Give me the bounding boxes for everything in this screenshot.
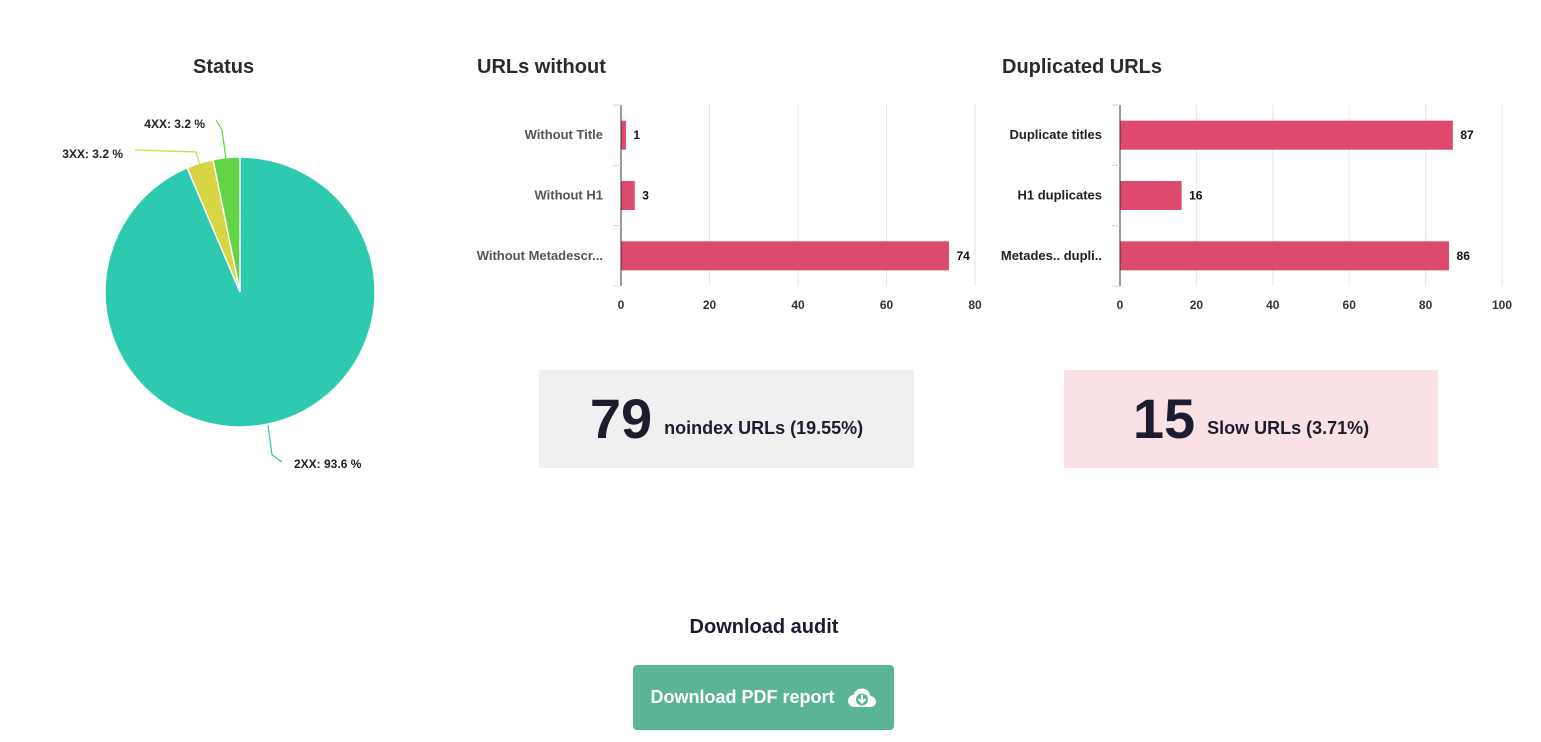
- slow-urls-stat-card: 15 Slow URLs (3.71%): [1064, 370, 1438, 468]
- bar1-data-label-1: 3: [642, 189, 649, 203]
- bar1-data-label-0: 1: [633, 128, 640, 142]
- bar1-tick-label-3: 60: [880, 298, 894, 312]
- bar2-bar-2: [1120, 241, 1450, 271]
- bar1-category-label-0: Without Title: [525, 127, 603, 142]
- bar2-bar-1: [1120, 181, 1182, 210]
- pie-label-connector-0: [267, 424, 283, 463]
- noindex-count: 79: [589, 387, 653, 450]
- bar2-category-label-2: Metades.. dupli..: [1001, 248, 1102, 263]
- pie-slice-2: [212, 156, 241, 293]
- bar1-tick-label-0: 0: [618, 298, 625, 312]
- bar2-tick-label-1: 20: [1190, 298, 1204, 312]
- slow-urls-count: 15: [1132, 387, 1196, 450]
- download-audit-heading: Download audit: [689, 616, 839, 638]
- bar1-bar-0: [621, 120, 626, 150]
- pie-label-connector-2: [215, 119, 227, 160]
- urls-without-chart-title: URLs without: [477, 56, 606, 78]
- bar2-data-label-2: 86: [1457, 249, 1471, 263]
- bar1-data-label-2: 74: [956, 249, 970, 263]
- bar2-category-label-1: H1 duplicates: [1017, 188, 1102, 203]
- bar2-bar-0: [1120, 120, 1453, 150]
- bar1-tick-label-2: 40: [791, 298, 805, 312]
- noindex-label: noindex URLs (19.55%): [664, 417, 864, 438]
- duplicated-urls-chart-title: Duplicated URLs: [1002, 56, 1163, 78]
- pie-label-connector-1: [134, 149, 201, 167]
- bar1-category-label-1: Without H1: [535, 188, 603, 203]
- bar2-data-label-1: 16: [1189, 189, 1203, 203]
- bar1-tick-label-4: 80: [968, 298, 982, 312]
- status-chart-title: Status: [193, 56, 255, 78]
- cloud-download-icon: [847, 688, 876, 707]
- bar2-tick-label-4: 80: [1419, 298, 1433, 312]
- bar2-tick-label-5: 100: [1492, 298, 1512, 312]
- download-pdf-button-label: Download PDF report: [650, 687, 835, 707]
- bar2-data-label-0: 87: [1460, 128, 1474, 142]
- pie-slice-label-1: 3XX: 3.2 %: [62, 147, 123, 161]
- bar2-category-label-0: Duplicate titles: [1010, 127, 1102, 142]
- bar2-tick-label-0: 0: [1117, 298, 1124, 312]
- noindex-stat-card: 79 noindex URLs (19.55%): [539, 370, 914, 468]
- bar1-category-label-2: Without Metadescr...: [477, 248, 603, 263]
- pie-slice-label-0: 2XX: 93.6 %: [294, 457, 362, 471]
- download-pdf-button[interactable]: Download PDF report: [633, 665, 894, 730]
- bar1-bar-1: [621, 181, 635, 210]
- slow-urls-label: Slow URLs (3.71%): [1207, 417, 1370, 438]
- bar2-tick-label-2: 40: [1266, 298, 1280, 312]
- bar1-tick-label-1: 20: [703, 298, 717, 312]
- bar1-bar-2: [621, 241, 949, 271]
- bar2-tick-label-3: 60: [1343, 298, 1357, 312]
- pie-slice-label-2: 4XX: 3.2 %: [144, 117, 205, 131]
